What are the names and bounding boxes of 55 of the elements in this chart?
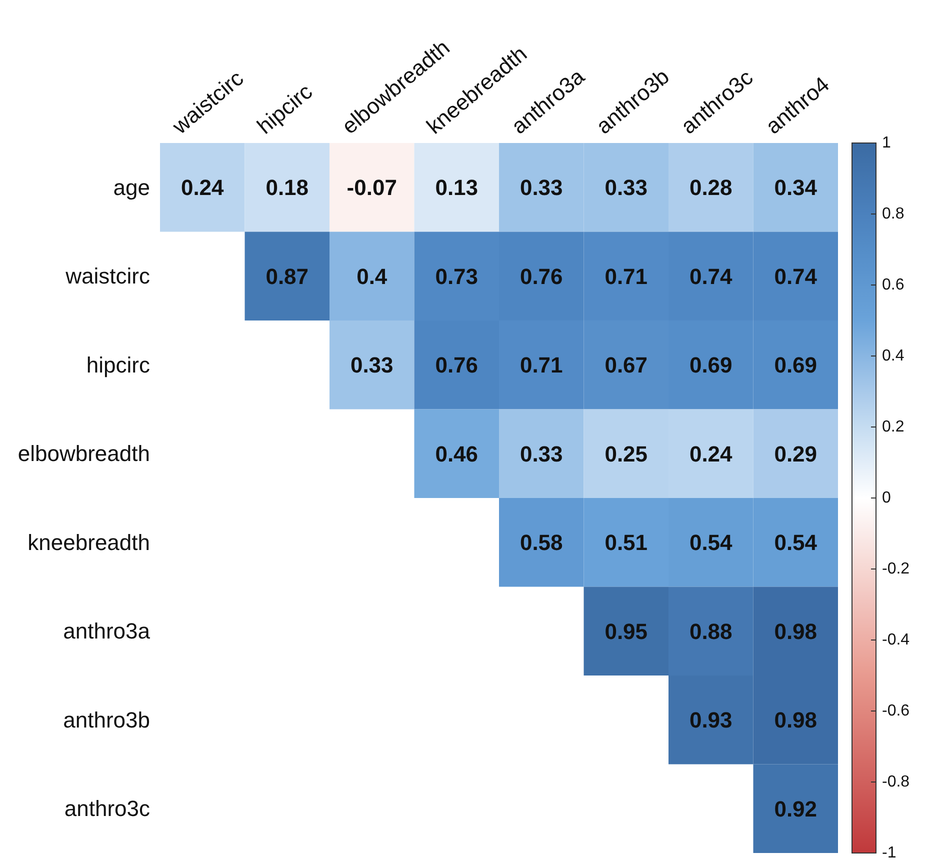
- data-label: 0.58: [520, 530, 563, 556]
- data-label: 0.33: [350, 352, 394, 378]
- y-tick-label: elbowbreadth: [18, 441, 150, 466]
- data-label: 0.34: [774, 175, 818, 200]
- data-label: 0.87: [266, 264, 309, 289]
- data-label: 0.95: [604, 618, 648, 644]
- color-bar-label: -1: [882, 844, 896, 862]
- data-label: 0.54: [689, 530, 734, 556]
- data-label: 0.46: [435, 441, 478, 466]
- data-label: 0.69: [774, 352, 818, 378]
- y-tick-label: anthro3b: [63, 707, 150, 732]
- data-label: 0.33: [604, 175, 648, 200]
- color-bar-label: 1: [882, 134, 891, 152]
- data-label: 0.74: [689, 264, 734, 289]
- data-label: 0.29: [774, 441, 818, 466]
- color-bar-label: -0.8: [882, 774, 910, 790]
- y-tick-label: hipcirc: [86, 352, 150, 378]
- data-label: 0.98: [774, 618, 818, 644]
- data-label: 0.28: [689, 175, 732, 200]
- data-label: 0.88: [689, 618, 732, 644]
- data-label: 0.33: [520, 441, 563, 466]
- data-label: 0.71: [604, 264, 648, 289]
- data-label: 0.98: [774, 708, 818, 733]
- color-bar-label: 0.4: [882, 348, 904, 364]
- data-label: -0.07: [346, 175, 397, 200]
- color-bar-label: -0.6: [882, 702, 910, 720]
- y-tick-label: waistcirc: [64, 264, 150, 289]
- data-label: 0.74: [774, 264, 818, 289]
- data-label: 0.54: [774, 530, 818, 556]
- y-tick-label: age: [113, 174, 150, 200]
- data-label: 0.76: [520, 264, 563, 289]
- data-label: 0.18: [266, 175, 309, 200]
- color-bar-label: -0.2: [882, 560, 910, 578]
- color-bar-label: 0.6: [882, 276, 904, 294]
- y-tick-label: anthro3a: [63, 618, 151, 644]
- data-label: 0.71: [520, 352, 563, 378]
- color-bar-label: 0.8: [882, 206, 904, 222]
- data-label: 0.93: [689, 708, 732, 733]
- data-label: 0.13: [435, 175, 478, 200]
- color-bar-label: 0.2: [882, 418, 904, 436]
- y-tick-label: anthro3c: [64, 796, 150, 822]
- data-label: 0.25: [604, 441, 648, 466]
- data-label: 0.76: [435, 352, 478, 378]
- data-label: 0.24: [180, 175, 225, 200]
- color-bar-label: 0: [882, 490, 891, 506]
- data-label: 0.33: [520, 175, 563, 200]
- data-label: 0.92: [774, 796, 818, 822]
- data-label: 0.51: [604, 530, 648, 556]
- data-label: 0.69: [689, 352, 732, 378]
- data-label: 0.67: [604, 352, 648, 378]
- data-label: 0.4: [356, 264, 388, 289]
- color-bar-label: -0.4: [882, 632, 910, 648]
- y-tick-label: kneebreadth: [28, 530, 150, 555]
- data-label: 0.73: [435, 264, 478, 289]
- data-label: 0.24: [689, 441, 734, 466]
